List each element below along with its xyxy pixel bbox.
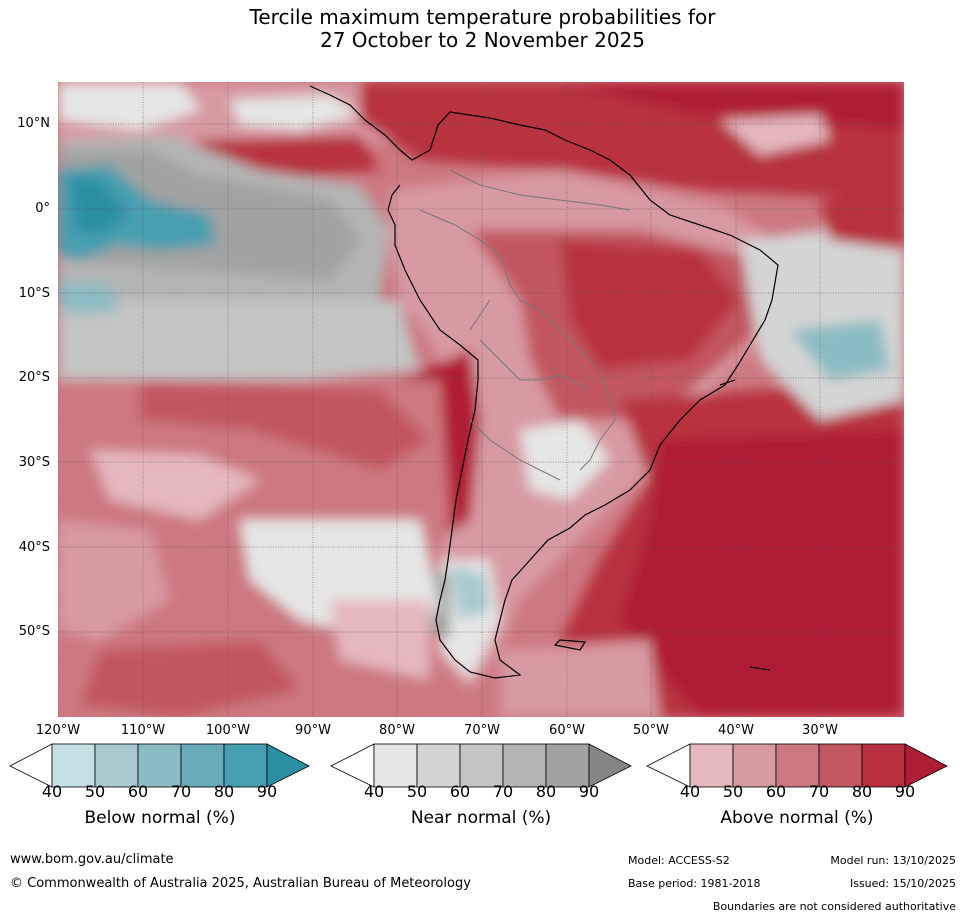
colorbar-above-bin-60-70	[775, 743, 820, 788]
colorbar-near-bin-50-60	[416, 743, 461, 788]
footer-url-link[interactable]: www.bom.gov.au/climate	[10, 852, 174, 867]
below-tick-90: 90	[256, 782, 278, 801]
colorbar-above-bin-50-60	[732, 743, 777, 788]
footer-copyright: © Commonwealth of Australia 2025, Austra…	[10, 876, 471, 891]
near-tick-50: 50	[406, 782, 428, 801]
lat-label-20s: 20°S	[18, 370, 50, 385]
lat-label-50s: 50°S	[18, 624, 50, 639]
lat-label-0: 0°	[35, 201, 50, 216]
lat-label-40s: 40°S	[18, 540, 50, 555]
colorbar-below-normal	[9, 743, 310, 788]
colorbar-above-low-triangle	[646, 743, 691, 788]
footer-model-run: Model run: 13/10/2025	[830, 854, 956, 867]
legend-title-below: Below normal (%)	[84, 808, 236, 828]
colorbar-above-normal	[646, 743, 948, 788]
lon-label-90w: 90°W	[295, 723, 331, 738]
lon-label-30w: 30°W	[802, 723, 838, 738]
colorbar-below-bin-50-60	[94, 743, 139, 788]
above-tick-50: 50	[722, 782, 744, 801]
colorbar-above-bin-70-80	[818, 743, 863, 788]
lon-label-80w: 80°W	[379, 723, 415, 738]
colorbar-above-bin-40-50	[689, 743, 734, 788]
lon-label-100w: 100°W	[205, 723, 251, 738]
lon-label-70w: 70°W	[464, 723, 500, 738]
above-tick-40: 40	[679, 782, 701, 801]
colorbar-below-high-triangle	[266, 743, 310, 788]
colorbar-below-bin-60-70	[137, 743, 182, 788]
chart-title-line1: Tercile maximum temperature probabilitie…	[249, 5, 716, 29]
footer-base-period: Base period: 1981-2018	[628, 877, 761, 890]
colorbar-below-bin-80-90	[223, 743, 268, 788]
below-tick-80: 80	[213, 782, 235, 801]
footer-issued: Issued: 15/10/2025	[849, 877, 956, 890]
lat-label-30s: 30°S	[18, 455, 50, 470]
lat-label-10s: 10°S	[18, 286, 50, 301]
lon-label-110w: 110°W	[120, 723, 166, 738]
near-tick-60: 60	[449, 782, 471, 801]
below-tick-60: 60	[127, 782, 149, 801]
below-tick-70: 70	[170, 782, 192, 801]
near-tick-70: 70	[492, 782, 514, 801]
colorbar-above-high-triangle	[904, 743, 948, 788]
near-tick-80: 80	[535, 782, 557, 801]
colorbar-near-high-triangle	[588, 743, 632, 788]
colorbar-near-bin-40-50	[373, 743, 418, 788]
coastline	[309, 85, 779, 679]
colorbar-near-bin-80-90	[545, 743, 590, 788]
below-tick-40: 40	[41, 782, 63, 801]
above-tick-60: 60	[765, 782, 787, 801]
colorbar-below-bin-40-50	[51, 743, 96, 788]
colorbar-near-low-triangle	[330, 743, 375, 788]
colorbar-below-low-triangle	[9, 743, 53, 788]
above-tick-90: 90	[894, 782, 916, 801]
colorbar-near-bin-70-80	[502, 743, 547, 788]
footer-model: Model: ACCESS-S2	[628, 854, 730, 867]
lon-label-60w: 60°W	[549, 723, 585, 738]
lon-label-50w: 50°W	[633, 723, 669, 738]
colorbar-below-bin-70-80	[180, 743, 225, 788]
below-tick-50: 50	[84, 782, 106, 801]
chart-title-line2: 27 October to 2 November 2025	[319, 28, 646, 52]
lat-label-10n: 10°N	[17, 116, 50, 131]
colorbar-near-bin-60-70	[459, 743, 504, 788]
footer-disclaimer: Boundaries are not considered authoritat…	[712, 900, 956, 913]
legend-title-near: Near normal (%)	[410, 808, 552, 828]
lon-label-40w: 40°W	[718, 723, 754, 738]
near-tick-40: 40	[363, 782, 385, 801]
country-borders	[419, 169, 631, 481]
colorbar-near-normal	[330, 743, 632, 788]
map-field	[58, 82, 904, 717]
legend-title-above: Above normal (%)	[720, 808, 874, 828]
near-tick-90: 90	[578, 782, 600, 801]
lon-label-120w: 120°W	[35, 723, 81, 738]
colorbar-above-bin-80-90	[861, 743, 906, 788]
above-tick-70: 70	[808, 782, 830, 801]
above-tick-80: 80	[851, 782, 873, 801]
